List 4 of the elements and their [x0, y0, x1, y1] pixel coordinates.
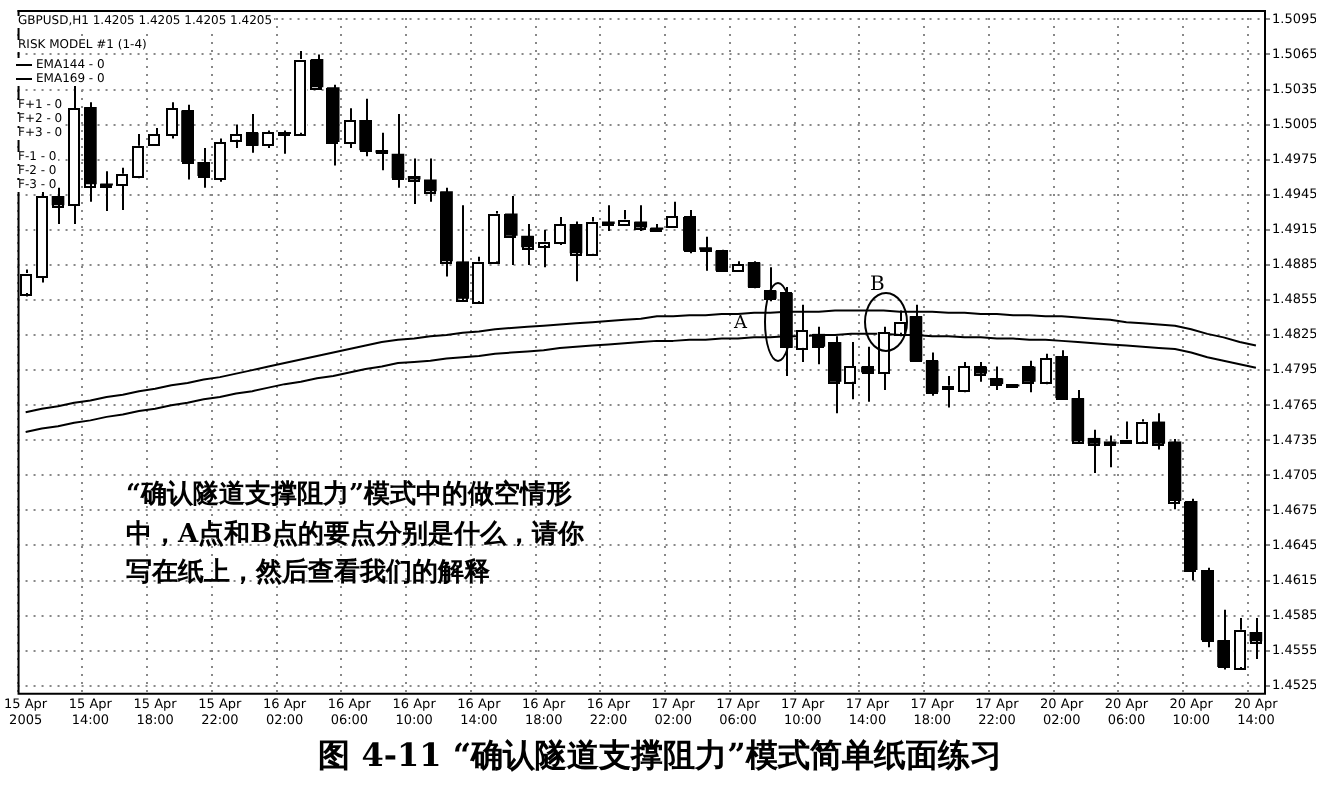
- annotation: “确认隧道支撑阻力”模式中的做空情形中，A点和B点的要点分别是什么，请你写在纸上，然后查看我们的解释: [124, 477, 587, 592]
- annotation: A: [732, 314, 749, 334]
- annotation: B: [868, 274, 887, 296]
- text: 图 4-11 “确认隧道支撑阻力”模式简单纸面练习: [316, 736, 1004, 778]
